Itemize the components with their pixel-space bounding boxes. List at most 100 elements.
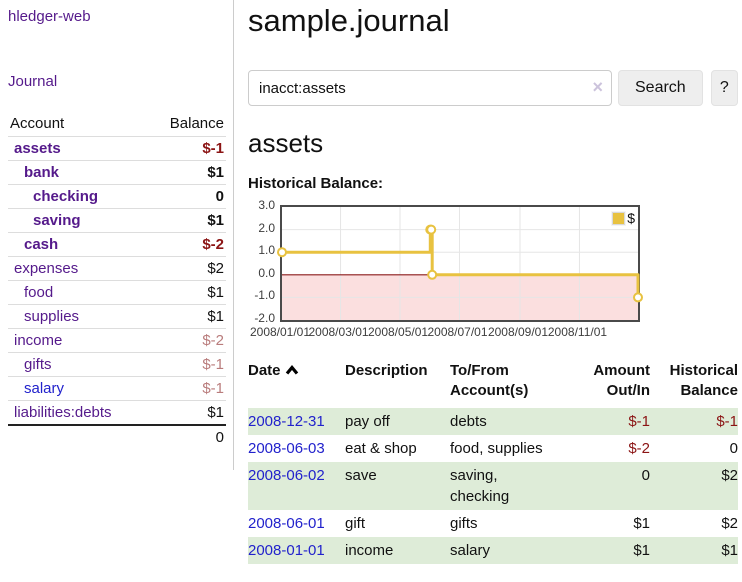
transaction-amount: $-1 — [562, 408, 650, 435]
transaction-balance: $2 — [650, 462, 738, 510]
transaction-accounts: salary — [450, 537, 562, 564]
account-row: bank $1 — [8, 160, 226, 185]
register-header-accounts[interactable]: To/From Account(s) — [450, 362, 529, 399]
transaction-description: income — [345, 537, 450, 564]
clear-search-icon[interactable]: × — [592, 77, 603, 97]
transaction-date-link[interactable]: 2008-12-31 — [248, 413, 325, 430]
transaction-amount: 0 — [562, 462, 650, 510]
register-header-date[interactable]: Date — [248, 361, 345, 408]
data-point-marker — [426, 224, 437, 235]
account-link[interactable]: food — [24, 284, 54, 301]
data-point-marker — [277, 247, 287, 258]
account-balance: $1 — [148, 400, 226, 425]
search-bar: × Search ? — [248, 70, 738, 106]
account-link[interactable]: cash — [24, 236, 59, 253]
account-link[interactable]: gifts — [24, 356, 52, 373]
account-balance: $-2 — [148, 328, 226, 353]
app-brand: hledger-web — [8, 8, 225, 26]
historical-balance-chart: $ 3.0 2.0 1.0 0.0 -1.0 -2.0 2008/01/01 2008/03/… — [248, 198, 688, 339]
transaction-amount: $1 — [633, 515, 650, 532]
page-title: sample.journal — [248, 3, 450, 38]
register-row[interactable]: 2008-06-02 save saving, checking 0 $2 — [248, 462, 738, 510]
transaction-balance: $2 — [721, 515, 738, 532]
y-axis-tick-label: -1.0 — [254, 288, 275, 303]
data-point-marker — [427, 269, 438, 280]
register-header-amount[interactable]: Amount Out/In — [593, 362, 650, 399]
x-axis-tick-label: 2008/05/01 — [367, 325, 429, 339]
account-link[interactable]: supplies — [24, 308, 80, 325]
transaction-amount: $1 — [562, 537, 650, 564]
main-content: sample.journal × Search ? assets Histori… — [248, 0, 738, 564]
account-balance: $1 — [148, 160, 226, 185]
account-link[interactable]: assets — [14, 140, 61, 157]
sort-ascending-icon — [285, 362, 299, 382]
search-button[interactable]: Search — [618, 70, 703, 106]
register-row[interactable]: 2008-12-31 pay off debts $-1 $-1 — [248, 408, 738, 435]
account-balance: $1 — [148, 304, 226, 329]
transaction-date-link[interactable]: 2008-06-02 — [248, 467, 325, 484]
account-row: cash $-2 — [8, 232, 226, 257]
x-axis-tick-label: 2008/07/01 — [427, 325, 488, 339]
transaction-date-link[interactable]: 2008-01-01 — [248, 542, 325, 559]
brand-link[interactable]: hledger-web — [8, 8, 91, 25]
x-axis-tick-label: 2008/09/01 — [487, 325, 548, 339]
transaction-balance: $1 — [650, 537, 738, 564]
transaction-description: save — [345, 462, 450, 510]
register-header-description[interactable]: Description — [345, 362, 428, 379]
account-row: salary $-1 — [8, 376, 226, 401]
chart-plot-area: $ — [277, 205, 643, 322]
y-axis-tick-label: 0.0 — [258, 265, 275, 280]
chart-canvas — [277, 207, 643, 320]
account-row: income $-2 — [8, 328, 226, 353]
chart-title: Historical Balance: — [248, 175, 384, 192]
x-axis-tick-label: 2008/03/01 — [308, 325, 369, 339]
account-link[interactable]: salary — [24, 380, 65, 397]
legend-series-label: $ — [627, 210, 635, 226]
transaction-accounts: food, supplies — [450, 440, 543, 457]
accounts-header-balance: Balance — [169, 115, 224, 132]
sidebar-item-journal[interactable]: Journal — [8, 73, 58, 90]
account-balance: $1 — [148, 208, 226, 233]
accounts-table: Account Balance assets $-1 bank $1 checking 0… — [8, 111, 226, 449]
accounts-header-account: Account — [10, 115, 65, 132]
accounts-total-balance: 0 — [148, 424, 226, 449]
search-input[interactable] — [248, 70, 612, 106]
help-button[interactable]: ? — [710, 70, 738, 106]
register-table: Date Description To/From Account(s) Amou… — [248, 361, 738, 564]
account-row: gifts $-1 — [8, 352, 226, 377]
transaction-date-link[interactable]: 2008-06-01 — [248, 515, 325, 532]
account-balance: $-2 — [148, 232, 226, 257]
account-row: liabilities:debts $1 — [8, 400, 226, 425]
account-row: supplies $1 — [8, 304, 226, 329]
sidebar: hledger-web Journal Account Balance asse… — [0, 0, 234, 470]
register-row[interactable]: 2008-06-03 eat & shop food, supplies $-2 0 — [248, 435, 738, 462]
account-row: food $1 — [8, 280, 226, 305]
legend-color-swatch — [611, 210, 627, 226]
account-link[interactable]: income — [14, 332, 63, 349]
x-axis-tick-label: 2008/01/01 — [249, 325, 311, 339]
account-row: assets $-1 — [8, 136, 226, 161]
account-row: expenses $2 — [8, 256, 226, 281]
transaction-accounts: debts — [450, 408, 562, 435]
transaction-date-link[interactable]: 2008-06-03 — [248, 440, 325, 457]
register-row[interactable]: 2008-01-01 income salary $1 $1 — [248, 537, 738, 564]
account-balance: $-1 — [148, 136, 226, 161]
transaction-amount: $-2 — [628, 440, 650, 457]
transaction-description: eat & shop — [345, 440, 417, 457]
data-point-marker — [633, 292, 643, 303]
account-link[interactable]: checking — [33, 188, 99, 205]
x-axis-tick-label: 2008/11/01 — [547, 325, 608, 339]
account-link[interactable]: saving — [33, 212, 81, 229]
y-axis-tick-label: 1.0 — [258, 243, 275, 258]
account-balance: 0 — [148, 184, 226, 209]
chart-legend: $ — [611, 210, 635, 226]
register-row[interactable]: 2008-06-01 gift gifts $1 $2 — [248, 510, 738, 537]
account-link[interactable]: expenses — [14, 260, 79, 277]
transaction-accounts: gifts — [450, 515, 478, 532]
account-link[interactable]: bank — [24, 164, 60, 181]
account-link[interactable]: liabilities:debts — [14, 404, 112, 421]
transaction-balance: $-1 — [650, 408, 738, 435]
y-axis-tick-label: 3.0 — [258, 198, 275, 212]
register-header-balance[interactable]: Historical Balance — [669, 362, 738, 399]
transaction-balance: 0 — [729, 440, 738, 457]
